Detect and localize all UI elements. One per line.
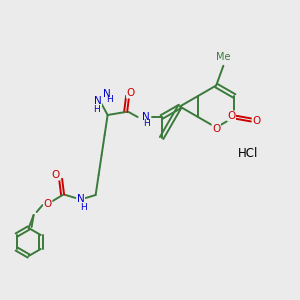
Text: H: H [80,202,87,211]
Text: Me: Me [216,52,231,62]
Text: O: O [252,116,260,126]
Text: N: N [142,112,149,122]
Text: O: O [227,111,236,121]
Text: O: O [44,199,52,209]
Text: H: H [143,119,150,128]
Text: O: O [52,170,60,180]
Text: O: O [127,88,135,98]
Text: H: H [93,104,100,113]
Text: HCl: HCl [238,147,258,160]
Text: H: H [106,95,113,104]
Text: N: N [103,89,110,99]
Text: N: N [94,96,101,106]
Text: O: O [212,124,220,134]
Text: N: N [77,194,85,204]
